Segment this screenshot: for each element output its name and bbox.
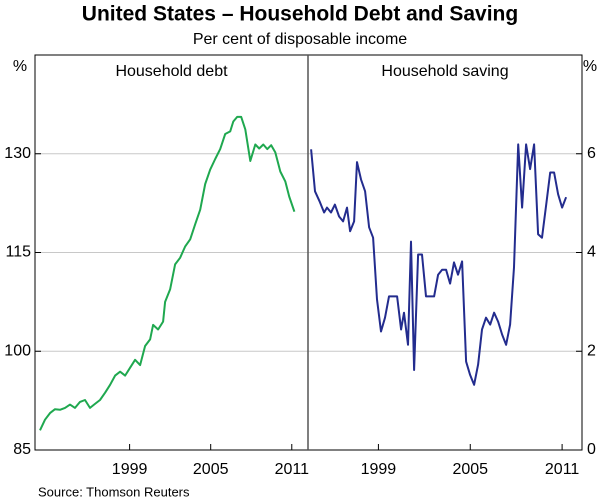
y-axis-unit: %	[13, 58, 27, 75]
chart-title: United States – Household Debt and Savin…	[82, 3, 518, 26]
x-tick-label: 2005	[452, 461, 488, 478]
y-tick-label: 85	[13, 441, 31, 458]
panel-title: Household debt	[115, 63, 228, 80]
chart-subtitle: Per cent of disposable income	[193, 31, 407, 48]
y-tick-label: 100	[4, 342, 31, 359]
y-tick-label: 115	[5, 244, 31, 261]
x-tick-label: 2005	[193, 461, 229, 478]
y-tick-label: 4	[587, 244, 596, 261]
y-tick-label: 6	[587, 145, 596, 162]
y-tick-label: 130	[4, 145, 31, 162]
x-tick-label: 2011	[545, 461, 580, 478]
panel-title: Household saving	[381, 63, 508, 80]
x-tick-label: 1999	[361, 461, 397, 478]
y-tick-label: 2	[587, 342, 596, 359]
source-note: Source: Thomson Reuters	[38, 484, 190, 499]
y-tick-label: 0	[587, 441, 596, 458]
y-axis-unit: %	[583, 58, 597, 75]
x-tick-label: 2011	[275, 461, 310, 478]
data-line	[39, 115, 296, 431]
data-line	[310, 143, 568, 386]
x-tick-label: 1999	[112, 461, 148, 478]
